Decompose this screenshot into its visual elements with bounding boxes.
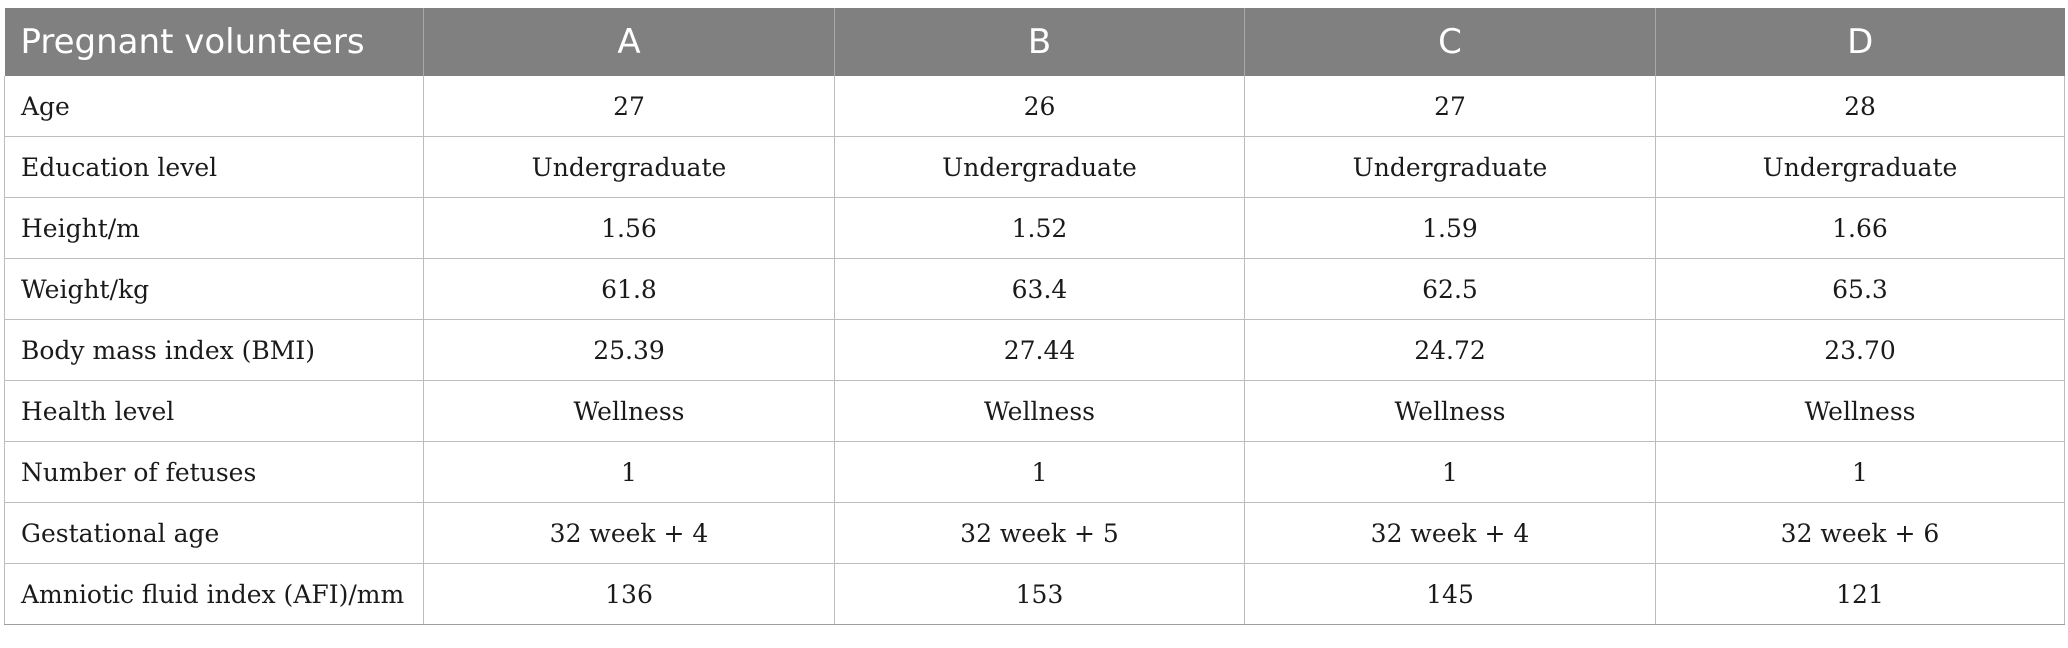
table-cell: 23.70 bbox=[1655, 319, 2065, 381]
row-label: Amniotic fluid index (AFI)/mm bbox=[4, 563, 424, 625]
table-cell: Undergraduate bbox=[1244, 136, 1656, 198]
header-row: Pregnant volunteers A B C D bbox=[4, 8, 2065, 76]
table-row: Number of fetuses 1 1 1 1 bbox=[4, 441, 2065, 503]
header-cell-a: A bbox=[423, 8, 835, 76]
table-cell: 1.52 bbox=[834, 197, 1245, 259]
row-label: Gestational age bbox=[4, 502, 424, 564]
table-cell: 1 bbox=[1244, 441, 1656, 503]
table-cell: 1.66 bbox=[1655, 197, 2065, 259]
row-label: Age bbox=[4, 76, 424, 137]
row-label: Body mass index (BMI) bbox=[4, 319, 424, 381]
table-cell: 27.44 bbox=[834, 319, 1245, 381]
table-row: Age 27 26 27 28 bbox=[4, 76, 2065, 137]
table-row: Body mass index (BMI) 25.39 27.44 24.72 … bbox=[4, 319, 2065, 381]
table-cell: 63.4 bbox=[834, 258, 1245, 320]
header-cell-label: Pregnant volunteers bbox=[4, 8, 424, 76]
table-row: Education level Undergraduate Undergradu… bbox=[4, 136, 2065, 198]
row-label: Weight/kg bbox=[4, 258, 424, 320]
table-row: Amniotic fluid index (AFI)/mm 136 153 14… bbox=[4, 563, 2065, 625]
table-cell: 153 bbox=[834, 563, 1245, 625]
header-cell-d: D bbox=[1655, 8, 2065, 76]
table-cell: 121 bbox=[1655, 563, 2065, 625]
table-cell: Wellness bbox=[834, 380, 1245, 442]
header-cell-b: B bbox=[834, 8, 1245, 76]
table-cell: 145 bbox=[1244, 563, 1656, 625]
table-row: Weight/kg 61.8 63.4 62.5 65.3 bbox=[4, 258, 2065, 320]
table-cell: 28 bbox=[1655, 76, 2065, 137]
table-cell: 25.39 bbox=[423, 319, 835, 381]
table-cell: 32 week + 4 bbox=[423, 502, 835, 564]
volunteer-table-container: Pregnant volunteers A B C D Age 27 26 27… bbox=[4, 8, 2065, 625]
table-cell: 1 bbox=[834, 441, 1245, 503]
table-body: Age 27 26 27 28 Education level Undergra… bbox=[4, 76, 2065, 625]
table-cell: Wellness bbox=[1244, 380, 1656, 442]
table-cell: 24.72 bbox=[1244, 319, 1656, 381]
table-row: Height/m 1.56 1.52 1.59 1.66 bbox=[4, 197, 2065, 259]
table-cell: Undergraduate bbox=[1655, 136, 2065, 198]
table-cell: 1 bbox=[1655, 441, 2065, 503]
table-row: Gestational age 32 week + 4 32 week + 5 … bbox=[4, 502, 2065, 564]
table-header: Pregnant volunteers A B C D bbox=[4, 8, 2065, 76]
table-cell: Wellness bbox=[1655, 380, 2065, 442]
table-cell: 27 bbox=[423, 76, 835, 137]
table-cell: 1.59 bbox=[1244, 197, 1656, 259]
table-cell: 32 week + 5 bbox=[834, 502, 1245, 564]
table-cell: 1.56 bbox=[423, 197, 835, 259]
table-cell: Wellness bbox=[423, 380, 835, 442]
table-cell: 136 bbox=[423, 563, 835, 625]
row-label: Number of fetuses bbox=[4, 441, 424, 503]
table-cell: 27 bbox=[1244, 76, 1656, 137]
volunteer-characteristics-table: Pregnant volunteers A B C D Age 27 26 27… bbox=[4, 8, 2065, 625]
table-row: Health level Wellness Wellness Wellness … bbox=[4, 380, 2065, 442]
row-label: Education level bbox=[4, 136, 424, 198]
table-cell: 32 week + 6 bbox=[1655, 502, 2065, 564]
table-cell: 61.8 bbox=[423, 258, 835, 320]
table-cell: Undergraduate bbox=[423, 136, 835, 198]
table-cell: 65.3 bbox=[1655, 258, 2065, 320]
table-cell: Undergraduate bbox=[834, 136, 1245, 198]
table-cell: 32 week + 4 bbox=[1244, 502, 1656, 564]
row-label: Health level bbox=[4, 380, 424, 442]
table-cell: 26 bbox=[834, 76, 1245, 137]
table-cell: 62.5 bbox=[1244, 258, 1656, 320]
header-cell-c: C bbox=[1244, 8, 1656, 76]
table-cell: 1 bbox=[423, 441, 835, 503]
row-label: Height/m bbox=[4, 197, 424, 259]
